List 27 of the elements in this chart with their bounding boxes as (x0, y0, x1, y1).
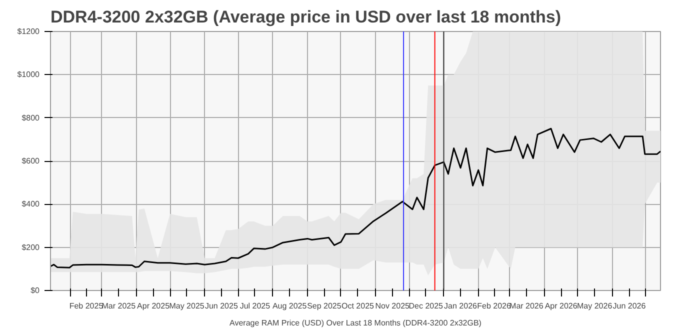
x-tick-label: Feb 2026 (477, 302, 512, 310)
chart-title: DDR4-3200 2x32GB (Average price in USD over last 18 months) (50, 8, 562, 26)
x-tick-label: Apr 2026 (544, 302, 578, 310)
x-tick-label: Jan 2026 (444, 302, 478, 310)
x-tick-label: Mar 2026 (510, 302, 544, 310)
x-tick-label: Jul 2025 (240, 302, 271, 310)
x-tick-label: Sep 2025 (307, 302, 342, 310)
x-tick-label: Oct 2025 (342, 302, 375, 310)
x-tick-label: Dec 2025 (408, 302, 444, 310)
x-tick-label: Feb 2025 (69, 302, 104, 310)
x-tick-label: Nov 2025 (375, 302, 410, 310)
y-tick-label: $600 (22, 156, 40, 166)
y-tick-label: $800 (22, 113, 40, 122)
y-tick-label: $1200 (17, 27, 40, 36)
y-tick-label: $200 (22, 242, 40, 252)
x-tick-label: Jun 2026 (612, 302, 646, 310)
y-tick-label: $1000 (17, 70, 40, 80)
x-tick-label: Mar 2025 (102, 302, 136, 310)
x-tick-label: Apr 2025 (137, 302, 170, 310)
x-tick-label: May 2025 (169, 302, 205, 310)
x-tick-label: Jun 2025 (204, 302, 238, 310)
line-series (50, 128, 660, 268)
y-tick-label: $400 (22, 200, 40, 209)
x-tick-label: Aug 2025 (272, 302, 308, 310)
y-tick-label: $0 (30, 286, 40, 295)
x-axis-title: Average RAM Price (USD) Over Last 18 Months (DDR4-3200 2x32GB) (230, 318, 482, 328)
x-tick-label: May 2026 (577, 302, 613, 310)
